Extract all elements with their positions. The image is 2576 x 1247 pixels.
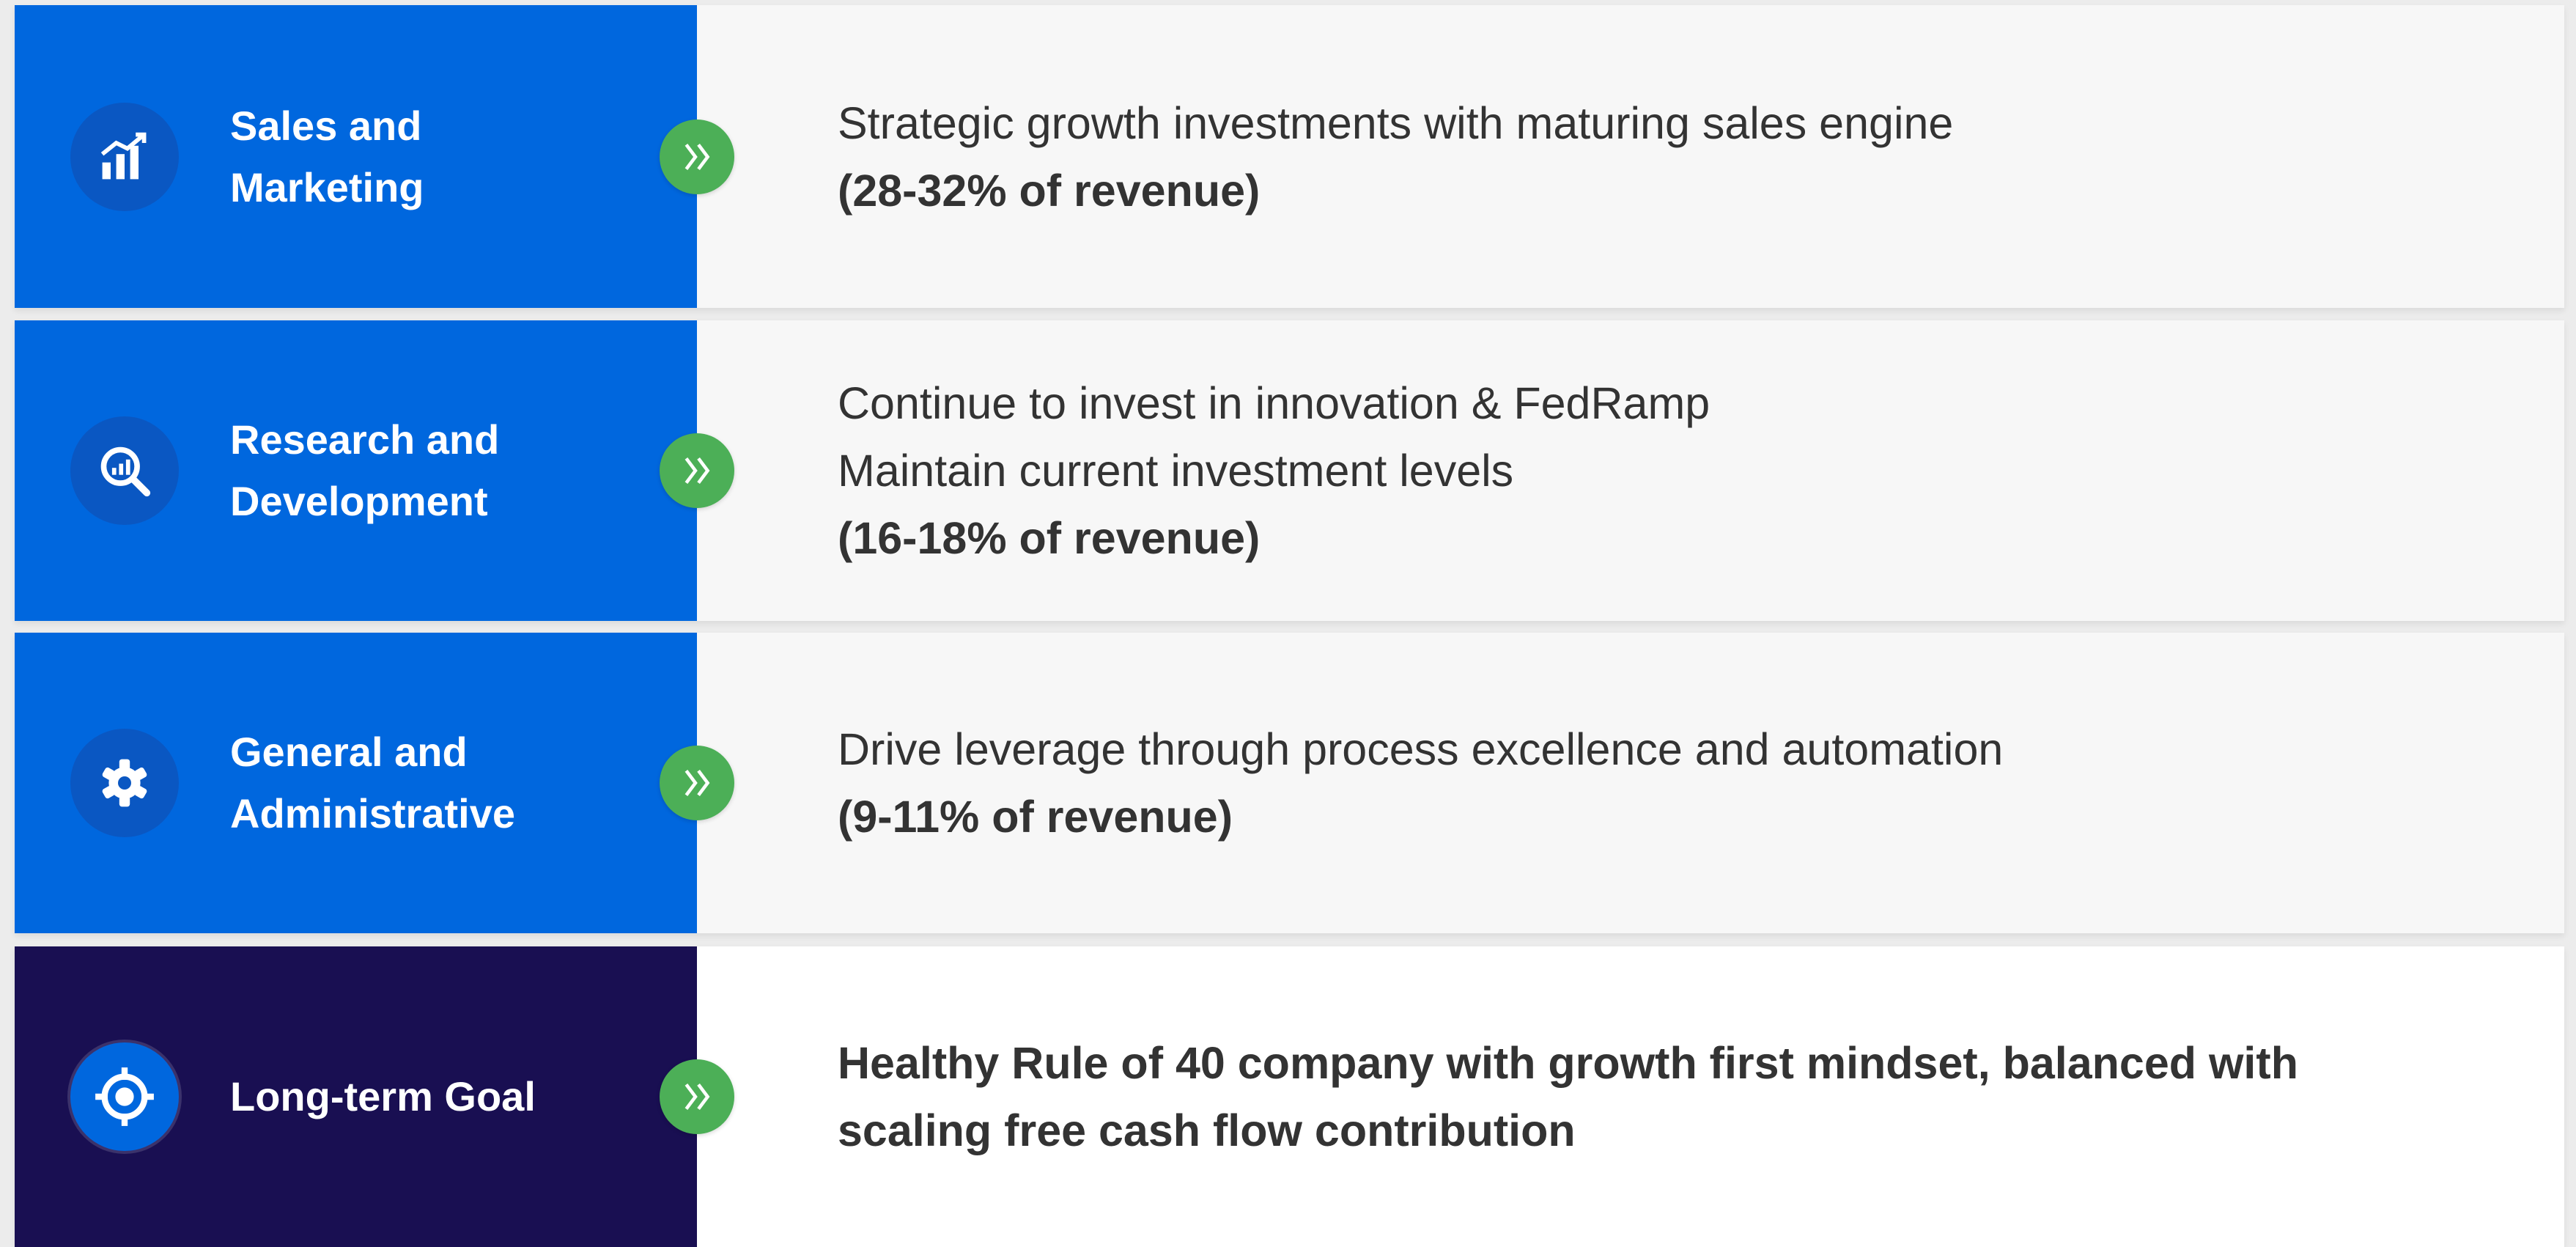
icon <box>70 102 179 211</box>
category-label: Long-term Goal <box>230 1066 536 1128</box>
description: Continue to invest in innovation & FedRa… <box>697 320 2564 621</box>
emphasis-line: (9-11% of revenue) <box>838 792 1233 842</box>
description: Strategic growth investments with maturi… <box>697 5 2564 308</box>
description-line: Continue to invest in innovation & FedRa… <box>838 378 1710 428</box>
label-line: Long-term Goal <box>230 1073 536 1119</box>
category-panel: Long-term Goal <box>15 946 734 1247</box>
icon <box>70 416 179 525</box>
description-line: Strategic growth investments with maturi… <box>838 98 1954 148</box>
description: Drive leverage through process excellenc… <box>697 633 2564 933</box>
row: Long-term Goal Healthy Rule of 40 company… <box>15 946 2564 1247</box>
description: Healthy Rule of 40 company with growth f… <box>697 946 2564 1247</box>
chevron <box>660 1059 734 1134</box>
emphasis-line: (16-18% of revenue) <box>838 513 1261 563</box>
category-label: Sales and Marketing <box>230 95 424 218</box>
label-line: Development <box>230 478 488 524</box>
chevron <box>660 433 734 508</box>
label-line: Administrative <box>230 790 515 836</box>
label-line: Sales and <box>230 102 422 149</box>
description-line: Drive leverage through process excellenc… <box>838 724 2004 774</box>
category-panel: Sales and Marketing <box>15 5 734 308</box>
icon <box>70 1042 179 1151</box>
chevron <box>660 119 734 194</box>
emphasis-line: (28-32% of revenue) <box>838 165 1261 216</box>
label-line: Research and <box>230 416 500 463</box>
row: General and Administrative Drive leverage … <box>15 633 2564 933</box>
description-line: Maintain current investment levels <box>838 446 1514 496</box>
category-panel: Research and Development <box>15 320 734 621</box>
row: Sales and Marketing Strategic growth inves… <box>15 5 2564 308</box>
emphasis-line: scaling free cash flow contribution <box>838 1106 1576 1155</box>
chevron <box>660 746 734 820</box>
row: Research and Development Continue to inves… <box>15 320 2564 621</box>
label-line: General and <box>230 729 468 775</box>
emphasis-line: Healthy Rule of 40 company with growth f… <box>838 1038 2298 1088</box>
label-line: Marketing <box>230 163 424 210</box>
category-panel: General and Administrative <box>15 633 734 933</box>
icon <box>70 729 179 837</box>
category-label: Research and Development <box>230 409 499 532</box>
category-label: General and Administrative <box>230 721 515 845</box>
